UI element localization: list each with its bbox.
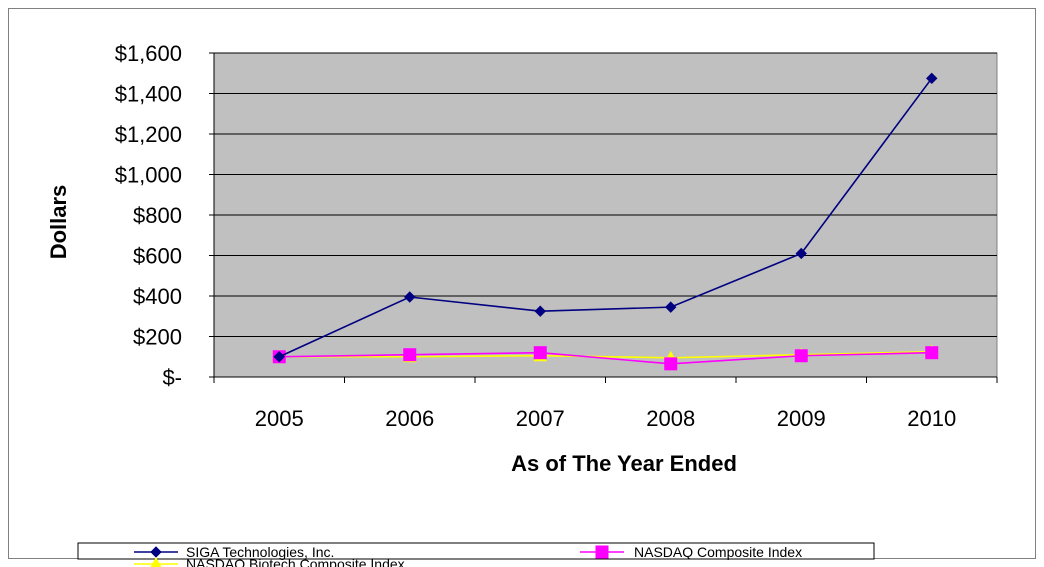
legend-entry: NASDAQ Biotech Composite Index	[134, 556, 405, 567]
y-tick-label: $1,200	[115, 122, 182, 147]
data-point	[664, 357, 678, 371]
gridlines	[209, 52, 997, 378]
x-tick-label: 2008	[646, 406, 695, 431]
series-1	[273, 72, 938, 363]
y-tick-label: $1,000	[115, 163, 182, 188]
series-line	[279, 351, 932, 365]
y-tick-labels: $- $200 $400 $600 $800 $1,000 $1,200 $1,400 $1,6…	[115, 41, 182, 390]
x-tick-labels: 2005 2006 2007 2008 2009 2010	[213, 377, 998, 431]
y-tick-label: $400	[133, 284, 182, 309]
legend: SIGA Technologies, Inc. NASDAQ Composite …	[77, 542, 875, 567]
x-tick-label: 2007	[516, 406, 565, 431]
series-layer	[272, 72, 939, 371]
legend-label: SIGA Technologies, Inc.	[186, 544, 334, 560]
data-point	[533, 346, 547, 360]
series-2	[272, 346, 939, 371]
data-point	[273, 351, 285, 363]
y-tick-label: $200	[133, 325, 182, 350]
legend-label: NASDAQ Composite Index	[634, 544, 802, 560]
data-point	[926, 72, 938, 85]
y-tick-label: $600	[133, 244, 182, 269]
legend-entry: NASDAQ Composite Index	[580, 544, 802, 560]
data-point	[404, 291, 416, 303]
legend-marker	[150, 556, 162, 567]
x-axis-title: As of The Year Ended	[511, 451, 737, 476]
y-tick-label: $800	[133, 203, 182, 228]
x-tick-label: 2010	[907, 406, 956, 431]
x-tick-label: 2006	[385, 406, 434, 431]
data-point	[795, 247, 807, 260]
x-tick-label: 2005	[255, 406, 304, 431]
series-line	[278, 77, 933, 358]
x-tick-label: 2009	[777, 406, 826, 431]
legend-marker	[595, 545, 609, 559]
legend-label: NASDAQ Biotech Composite Index	[186, 556, 405, 567]
y-axis-title: Dollars	[46, 185, 71, 260]
y-tick-label: $1,400	[115, 82, 182, 107]
data-point	[925, 346, 939, 360]
series-line	[279, 350, 932, 359]
data-point	[794, 349, 808, 363]
y-tick-label: $-	[162, 365, 182, 390]
y-tick-label: $1,600	[115, 41, 182, 66]
data-point	[665, 301, 677, 313]
data-point	[534, 305, 546, 317]
data-point	[403, 348, 417, 362]
legend-entry: SIGA Technologies, Inc.	[134, 544, 334, 560]
legend-box	[77, 542, 875, 560]
